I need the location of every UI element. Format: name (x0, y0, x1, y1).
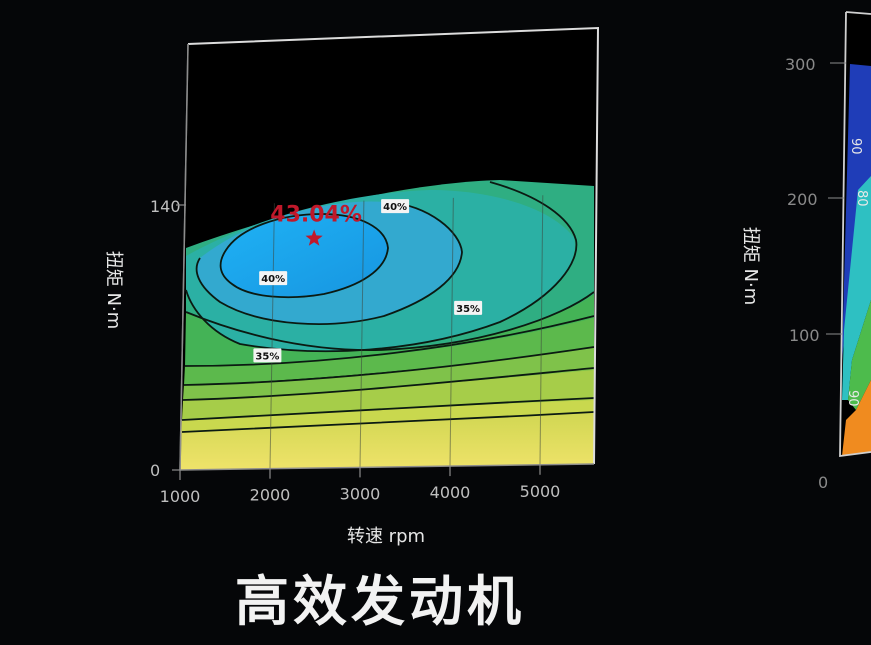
band-green-2 (184, 316, 594, 385)
x-tick-labels: 1000 2000 3000 4000 5000 (160, 464, 561, 506)
x-tick-label: 2000 (250, 486, 291, 505)
contour-line (184, 315, 595, 367)
contour-label-right: 90 (848, 138, 863, 155)
efficiency-chart-left: 1000 2000 3000 4000 5000 140 0 转速 rpm 扭矩 N·m… (103, 26, 600, 547)
x-tick-label: 5000 (520, 482, 561, 501)
contour-line (182, 367, 595, 401)
contour-label: 35% (454, 300, 483, 315)
band-teal-right (842, 176, 871, 400)
y-axis-label-right: 扭矩 N·m (740, 227, 761, 305)
contour-label-text: 40% (383, 202, 407, 213)
plot-frame (187, 26, 600, 465)
contour-label: 40% (381, 199, 410, 214)
peak-value-label: 43.04% (270, 203, 362, 228)
band-dark-blue (840, 64, 871, 430)
x-tick-label: 4000 (430, 483, 471, 502)
band-orange-right (842, 380, 871, 456)
band-green-right (848, 300, 871, 410)
x-tick-label: 1000 (160, 487, 201, 506)
x-axis-line (179, 463, 595, 471)
slide-caption: 高效发动机 (235, 570, 525, 633)
y-tick-label: 0 (818, 473, 828, 492)
y-tick-label: 200 (787, 190, 818, 209)
efficiency-chart-right-partial: 300 200 100 0 扭矩 N·m 90 80 90 (740, 11, 871, 492)
contour-lines (181, 181, 595, 433)
band-yellow-green (182, 398, 594, 432)
peak-star-icon (305, 229, 323, 246)
plot-frame-right (839, 11, 871, 458)
contour-label-box (381, 199, 410, 214)
gridline (359, 200, 365, 468)
contour-label-right: 80 (854, 190, 869, 207)
contour-line (181, 411, 595, 433)
contour-label-text: 35% (255, 351, 279, 362)
gridline (269, 203, 275, 469)
contour-line (181, 397, 595, 421)
x-axis-label: 转速 rpm (347, 526, 425, 547)
contour-label-box (259, 271, 288, 286)
contour-label-box (454, 300, 483, 315)
y-tick-label: 0 (150, 461, 160, 480)
contour-line (183, 346, 595, 386)
y-axis-label: 扭矩 N·m (103, 251, 124, 329)
contour-label-box (253, 348, 282, 363)
y-axis-line (179, 43, 189, 471)
gridline (539, 195, 544, 465)
contour-label: 40% (259, 271, 288, 286)
contour-label-text: 40% (261, 274, 285, 285)
contour-label: 35% (253, 348, 282, 363)
contour-line (219, 213, 389, 299)
contour-line (185, 181, 578, 353)
band-light-green (182, 368, 594, 420)
y-tick-label: 100 (789, 326, 820, 345)
contour-line (185, 291, 595, 351)
peak-marker: 43.04% (270, 203, 362, 246)
gridline (449, 197, 454, 467)
contour-labels: 40% 40% 35% 35% (253, 199, 483, 363)
y-tick-label: 300 (785, 55, 816, 74)
contour-label-text: 35% (456, 304, 480, 315)
x-tick-label: 3000 (340, 484, 381, 503)
y-tick-label: 140 (150, 197, 181, 216)
gridlines (269, 195, 544, 469)
contour-label-right: 90 (845, 390, 860, 407)
